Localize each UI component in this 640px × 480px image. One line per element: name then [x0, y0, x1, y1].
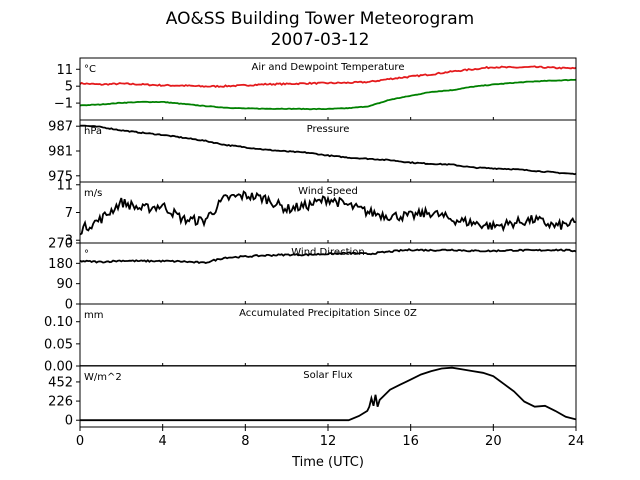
y-tick-label: 5: [65, 80, 73, 95]
panel-title: Solar Flux: [303, 370, 353, 381]
series-line-temp-1: [80, 78, 576, 111]
panel-wind_dir: 270 180 90 0 ° Wind Direction: [48, 237, 577, 313]
series-line-solar-0: [80, 366, 576, 422]
panel-unit-label: mm: [84, 310, 103, 321]
panel-unit-label: °: [84, 249, 89, 260]
panel-pressure: 987 981 975 hPa Pressure: [48, 119, 577, 184]
y-tick-label: 11: [56, 63, 73, 78]
x-axis: 0 4 8 12 16 20 24: [76, 427, 584, 449]
y-tick-label: 0.10: [44, 315, 73, 330]
x-tick-label: 16: [402, 434, 419, 449]
x-axis-label: Time (UTC): [291, 455, 364, 470]
panel-wind_speed: 11 7 3 m/s Wind Speed: [56, 178, 577, 249]
x-tick-label: 24: [568, 434, 585, 449]
y-tick-label: 0: [65, 298, 73, 313]
y-tick-label: 90: [56, 277, 73, 292]
y-tick-label: 981: [48, 145, 73, 160]
y-tick-label: 0: [65, 414, 73, 429]
y-tick-label: 452: [48, 375, 73, 390]
figure-subtitle: 2007-03-12: [271, 30, 370, 50]
y-tick-label: 0.00: [44, 360, 73, 375]
panel-unit-label: m/s: [84, 188, 102, 199]
y-tick-label: −1: [54, 97, 73, 112]
y-tick-label: 987: [48, 120, 73, 135]
y-tick-label: 180: [48, 257, 73, 272]
y-tick-label: 7: [65, 206, 73, 221]
series-line-temp-0: [80, 65, 576, 88]
y-tick-label: 270: [48, 237, 73, 252]
y-tick-label: 226: [48, 395, 73, 410]
x-tick-label: 12: [320, 434, 337, 449]
panel-title: Wind Speed: [298, 186, 358, 197]
y-tick-label: 0.05: [44, 337, 73, 352]
panel-title: Accumulated Precipitation Since 0Z: [239, 308, 417, 319]
series-line-pressure-0: [80, 124, 576, 176]
panel-unit-label: °C: [84, 64, 96, 75]
y-tick-label: 3: [65, 234, 73, 249]
panels-group: 115−1°C Air and Dewpoint Temperature98798…: [44, 57, 577, 429]
x-tick-label: 4: [159, 434, 167, 449]
x-tick-label: 8: [241, 434, 249, 449]
panel-solar: 452 226 0 W/m^2 Solar Flux: [48, 365, 577, 429]
panel-unit-label: W/m^2: [84, 372, 122, 383]
panel-title: Air and Dewpoint Temperature: [252, 62, 405, 73]
panel-unit-label: hPa: [84, 126, 102, 137]
panel-title: Pressure: [307, 124, 350, 135]
figure-title: AO&SS Building Tower Meteorogram: [166, 9, 474, 29]
x-tick-label: 0: [76, 434, 84, 449]
panel-precip: 0.10 0.05 0.00 mm Accumulated Precipitation …: [44, 303, 577, 375]
y-tick-label: 11: [56, 178, 73, 193]
panel-temp: 11 5 −1 °C Air and Dewpoint Temperature: [54, 57, 577, 121]
panel-title: Wind Direction: [291, 247, 365, 258]
series-line-wind_dir-0: [80, 248, 576, 265]
series-line-wind_speed-0: [80, 190, 576, 236]
y-tick-label: 975: [48, 169, 73, 184]
x-tick-label: 20: [485, 434, 502, 449]
